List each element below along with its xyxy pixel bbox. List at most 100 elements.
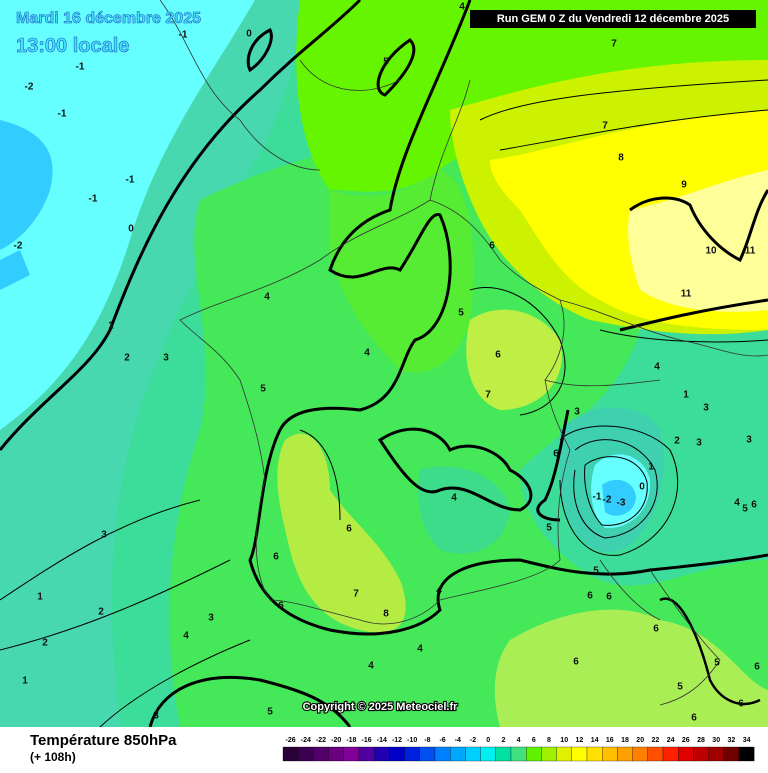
scale-swatch bbox=[282, 746, 299, 762]
contour-label: 5 bbox=[593, 566, 599, 577]
contour-label: -2 bbox=[603, 495, 612, 506]
scale-tick-label: 22 bbox=[652, 737, 660, 744]
contour-label: 4 bbox=[451, 493, 457, 504]
scale-swatch bbox=[343, 746, 360, 762]
contour-label: 6 bbox=[573, 657, 579, 668]
scale-tick-label: 10 bbox=[560, 737, 568, 744]
contour-label: -2 bbox=[14, 241, 23, 252]
scale-tick-label: 26 bbox=[682, 737, 690, 744]
contour-label: 1 bbox=[683, 390, 689, 401]
contour-label: 7 bbox=[611, 39, 617, 50]
contour-label: 3 bbox=[101, 530, 107, 541]
contour-label: 0 bbox=[128, 224, 134, 235]
contour-label: 10 bbox=[705, 246, 717, 257]
scale-tick-label: 30 bbox=[712, 737, 720, 744]
scale-swatch bbox=[571, 746, 588, 762]
contour-label: 6 bbox=[273, 552, 279, 563]
contour-label: 6 bbox=[553, 449, 559, 460]
scale-swatch bbox=[586, 746, 603, 762]
scale-tick-label: 24 bbox=[667, 737, 675, 744]
scale-tick-label: 6 bbox=[532, 737, 536, 744]
run-banner bbox=[470, 10, 756, 28]
contour-label: 4 bbox=[183, 631, 189, 642]
contour-label: 6 bbox=[738, 699, 744, 710]
scale-tick-label: 14 bbox=[591, 737, 599, 744]
scale-tick-label: 32 bbox=[728, 737, 736, 744]
scale-tick-label: -12 bbox=[392, 737, 402, 744]
scale-swatch bbox=[708, 746, 724, 762]
scale-swatch bbox=[510, 746, 527, 762]
contour-label: 4 bbox=[654, 362, 660, 373]
contour-label: -1 bbox=[179, 30, 188, 41]
forecast-time: 13:00 locale bbox=[16, 35, 129, 57]
contour-label: 5 bbox=[742, 504, 748, 515]
run-info: Run GEM 0 Z du Vendredi 12 décembre 2025 bbox=[497, 13, 729, 25]
scale-swatch bbox=[693, 746, 709, 762]
scale-tick-label: 2 bbox=[501, 737, 505, 744]
scale-swatch bbox=[328, 746, 344, 762]
contour-label: 8 bbox=[618, 153, 624, 164]
contour-label: 6 bbox=[606, 592, 612, 603]
scale-swatch bbox=[556, 746, 572, 762]
contour-label: 2 bbox=[42, 638, 48, 649]
borders bbox=[159, 0, 768, 706]
contour-label: -1 bbox=[593, 492, 602, 503]
scale-swatch bbox=[434, 746, 451, 762]
contour-label: -1 bbox=[126, 175, 135, 186]
scale-swatch bbox=[358, 746, 375, 762]
color-scale: -26 -24 -22 -20 -18 -16 -14 -12 -10 -8 -6 -4 -2 0 2 4 6 8… bbox=[282, 737, 755, 762]
contour-label: 3 bbox=[163, 353, 169, 364]
scale-swatch bbox=[632, 746, 648, 762]
contour-label: 3 bbox=[574, 407, 580, 418]
contour-label: -2 bbox=[25, 82, 34, 93]
scale-swatch bbox=[723, 746, 740, 762]
contour-label: 2 bbox=[124, 353, 130, 364]
copyright: Copyright © 2025 Meteociel.fr bbox=[303, 701, 459, 713]
scale-tick-label: -8 bbox=[424, 737, 430, 744]
scale-tick-label: -10 bbox=[407, 737, 417, 744]
scale-swatch bbox=[678, 746, 694, 762]
contour-label: 3 bbox=[696, 438, 702, 449]
scale-swatch bbox=[450, 746, 466, 762]
scale-tick-label: -22 bbox=[316, 737, 326, 744]
scale-tick-label: 0 bbox=[486, 737, 490, 744]
contour-label: 5 bbox=[260, 384, 266, 395]
scale-tick-label: -6 bbox=[439, 737, 445, 744]
scale-tick-label: -20 bbox=[331, 737, 341, 744]
scale-tick-label: -16 bbox=[362, 737, 372, 744]
scale-tick-label: 18 bbox=[621, 737, 629, 744]
scale-tick-label: 16 bbox=[606, 737, 614, 744]
contour-label: 5 bbox=[546, 523, 552, 534]
scale-tick-label: -14 bbox=[377, 737, 387, 744]
contour-label: 5 bbox=[267, 707, 273, 718]
scale-tick-label: 4 bbox=[517, 737, 521, 744]
contour-label: 6 bbox=[278, 601, 284, 612]
scale-swatch bbox=[602, 746, 618, 762]
lead-time: (+ 108h) bbox=[30, 750, 76, 764]
contour-label: 0 bbox=[639, 482, 645, 493]
scale-swatch bbox=[662, 746, 679, 762]
scale-swatch bbox=[617, 746, 633, 762]
scale-swatch bbox=[374, 746, 390, 762]
scale-tick-label: 8 bbox=[547, 737, 551, 744]
contour-label: 11 bbox=[681, 289, 692, 300]
scale-swatch bbox=[738, 746, 755, 762]
contour-label: 6 bbox=[751, 500, 757, 511]
contour-label: 2 bbox=[674, 436, 680, 447]
scale-tick-label: -24 bbox=[301, 737, 311, 744]
contour-label: 4 bbox=[417, 644, 423, 655]
scale-tick-label: -2 bbox=[470, 737, 476, 744]
contour-label: 6 bbox=[653, 624, 659, 635]
scale-tick-label: -26 bbox=[286, 737, 296, 744]
contour-label: 3 bbox=[153, 711, 159, 722]
scale-swatch bbox=[419, 746, 436, 762]
contour-label: 3 bbox=[208, 613, 214, 624]
temperature-field bbox=[0, 0, 768, 727]
contour-label: 6 bbox=[691, 713, 697, 724]
contour-label: 1 bbox=[108, 321, 114, 332]
scale-swatch bbox=[298, 746, 314, 762]
contours bbox=[0, 0, 768, 728]
